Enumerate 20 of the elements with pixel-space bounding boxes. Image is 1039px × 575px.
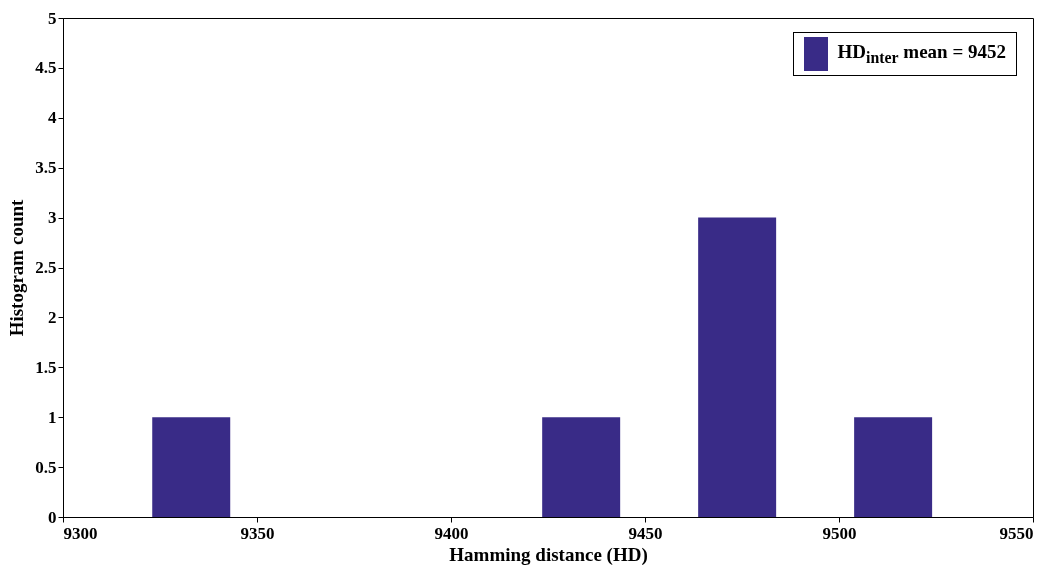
y-tick-label: 3: [48, 208, 57, 228]
y-tick-label: 4: [48, 108, 57, 128]
y-tick-label: 3.5: [35, 158, 57, 178]
y-tick-label: 1.5: [35, 357, 57, 377]
x-axis-title: Hamming distance (HD): [449, 543, 648, 566]
y-tick-label: 2.5: [35, 258, 57, 277]
x-tick-label: 9550: [999, 523, 1034, 543]
y-tick-label: 0.5: [35, 457, 57, 477]
x-tick-label: 9400: [434, 523, 469, 543]
x-tick-label: 9450: [628, 523, 663, 543]
y-tick-label: 0: [48, 507, 57, 527]
x-tick-label: 9500: [822, 523, 857, 543]
y-tick-label: 4.5: [35, 58, 57, 78]
x-tick-label: 9350: [240, 523, 275, 543]
y-tick-label: 1: [48, 407, 57, 427]
y-tick-label: 5: [48, 8, 57, 28]
x-tick-label: 9300: [63, 523, 98, 543]
y-axis-title: Histogram count: [6, 198, 28, 337]
legend-label: HD$_{inter}$ mean = 9452: [837, 41, 1006, 67]
y-tick-label: 2: [48, 307, 57, 327]
